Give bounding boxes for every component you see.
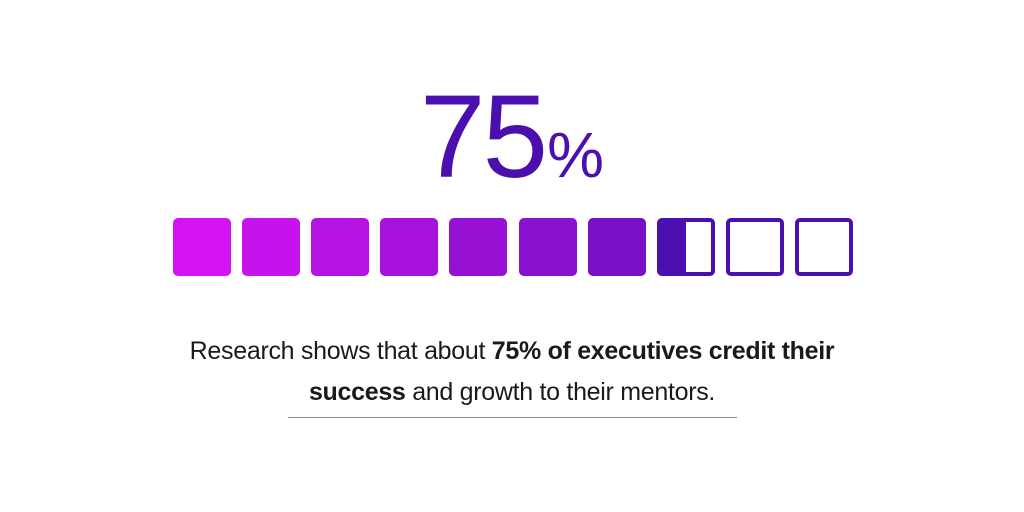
meter-cell (794, 218, 853, 276)
meter-cell (656, 218, 715, 276)
caption-line-2: success and growth to their mentors. (0, 372, 1024, 413)
meter-cell (449, 218, 508, 276)
percent-symbol: % (547, 119, 605, 191)
meter-cell (242, 218, 301, 276)
meter-cell (725, 218, 784, 276)
caption-line-1-regular: Research shows that about (189, 337, 492, 365)
statistic-number: 75 (419, 71, 548, 203)
percentage-meter (173, 218, 853, 276)
meter-cell (518, 218, 577, 276)
meter-cell-partial-fill (660, 222, 686, 272)
meter-cell (587, 218, 646, 276)
caption-line-1-bold: 75% of executives credit their (491, 337, 835, 365)
caption-line-2-regular: and growth to their mentors. (405, 378, 716, 406)
caption-line-1: Research shows that about 75% of executi… (0, 331, 1024, 372)
meter-cell (311, 218, 370, 276)
caption-underline (288, 417, 737, 418)
meter-cell (380, 218, 439, 276)
statistic-headline: 75% (0, 78, 1024, 196)
caption-line-2-bold: success (308, 378, 406, 406)
caption: Research shows that about 75% of executi… (0, 331, 1024, 413)
meter-cell (173, 218, 231, 276)
